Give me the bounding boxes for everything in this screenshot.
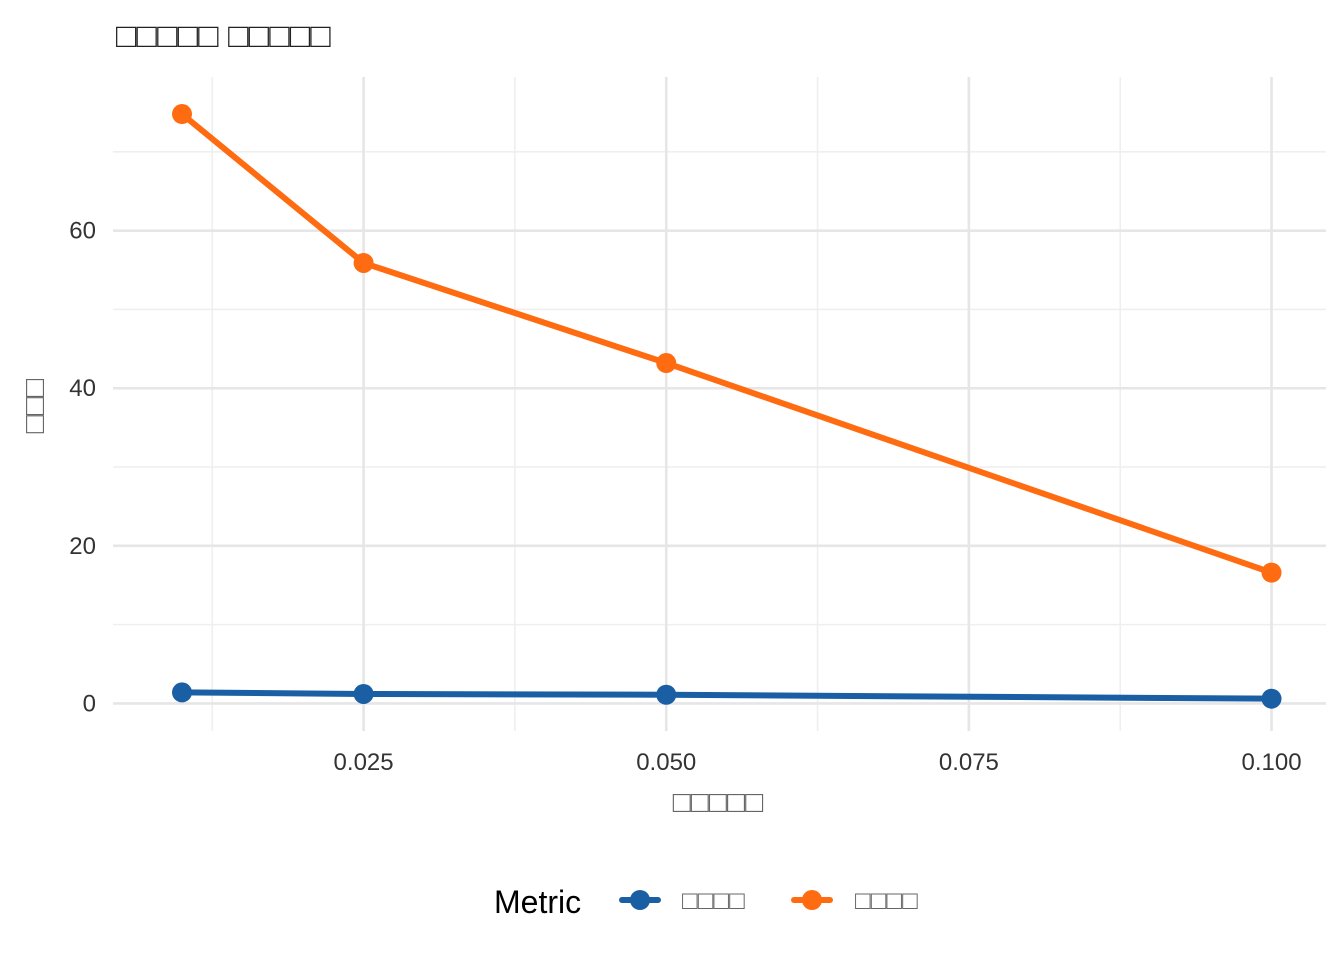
x-axis-title: □□□□□ — [673, 786, 764, 819]
y-tick-label-3: 40 — [69, 375, 96, 402]
x-tick-label-3: 0.075 — [939, 749, 999, 776]
series-1-point-2 — [353, 683, 374, 704]
series-1-point-3 — [656, 684, 677, 705]
legend-label-series-2: □□□□ — [855, 885, 918, 915]
series-1-line — [179, 689, 1275, 702]
series-2-line — [179, 111, 1275, 576]
series-2-point-4 — [1261, 562, 1282, 583]
axis-ticks: 0 20 40 60 0.025 0.050 0.075 0.100 — [69, 218, 1301, 776]
grid-lines — [113, 77, 1326, 731]
legend-key-point-2 — [802, 890, 822, 910]
x-tick-label-4: 0.100 — [1241, 749, 1301, 776]
legend: Metric □□□□ □□□□ — [494, 884, 918, 920]
series-2-point-3 — [656, 353, 677, 374]
x-tick-label-2: 0.050 — [636, 749, 696, 776]
x-tick-label-1: 0.025 — [334, 749, 394, 776]
series-1-point-1 — [172, 682, 193, 703]
legend-item-series-1: □□□□ — [619, 885, 745, 915]
legend-item-series-2: □□□□ — [791, 885, 918, 915]
data-series — [172, 104, 1282, 709]
y-tick-label-1: 0 — [83, 690, 96, 717]
legend-key-point-1 — [630, 890, 650, 910]
series-1-point-4 — [1261, 688, 1282, 709]
y-tick-label-4: 60 — [69, 218, 96, 245]
y-tick-label-2: 20 — [69, 533, 96, 560]
legend-title: Metric — [494, 884, 581, 920]
chart-title: □□□□□ □□□□□ — [116, 17, 331, 55]
series-2-point-2 — [353, 252, 374, 273]
y-axis-title: □□□ — [18, 378, 51, 433]
series-2-point-1 — [172, 104, 193, 125]
legend-label-series-1: □□□□ — [682, 885, 745, 915]
